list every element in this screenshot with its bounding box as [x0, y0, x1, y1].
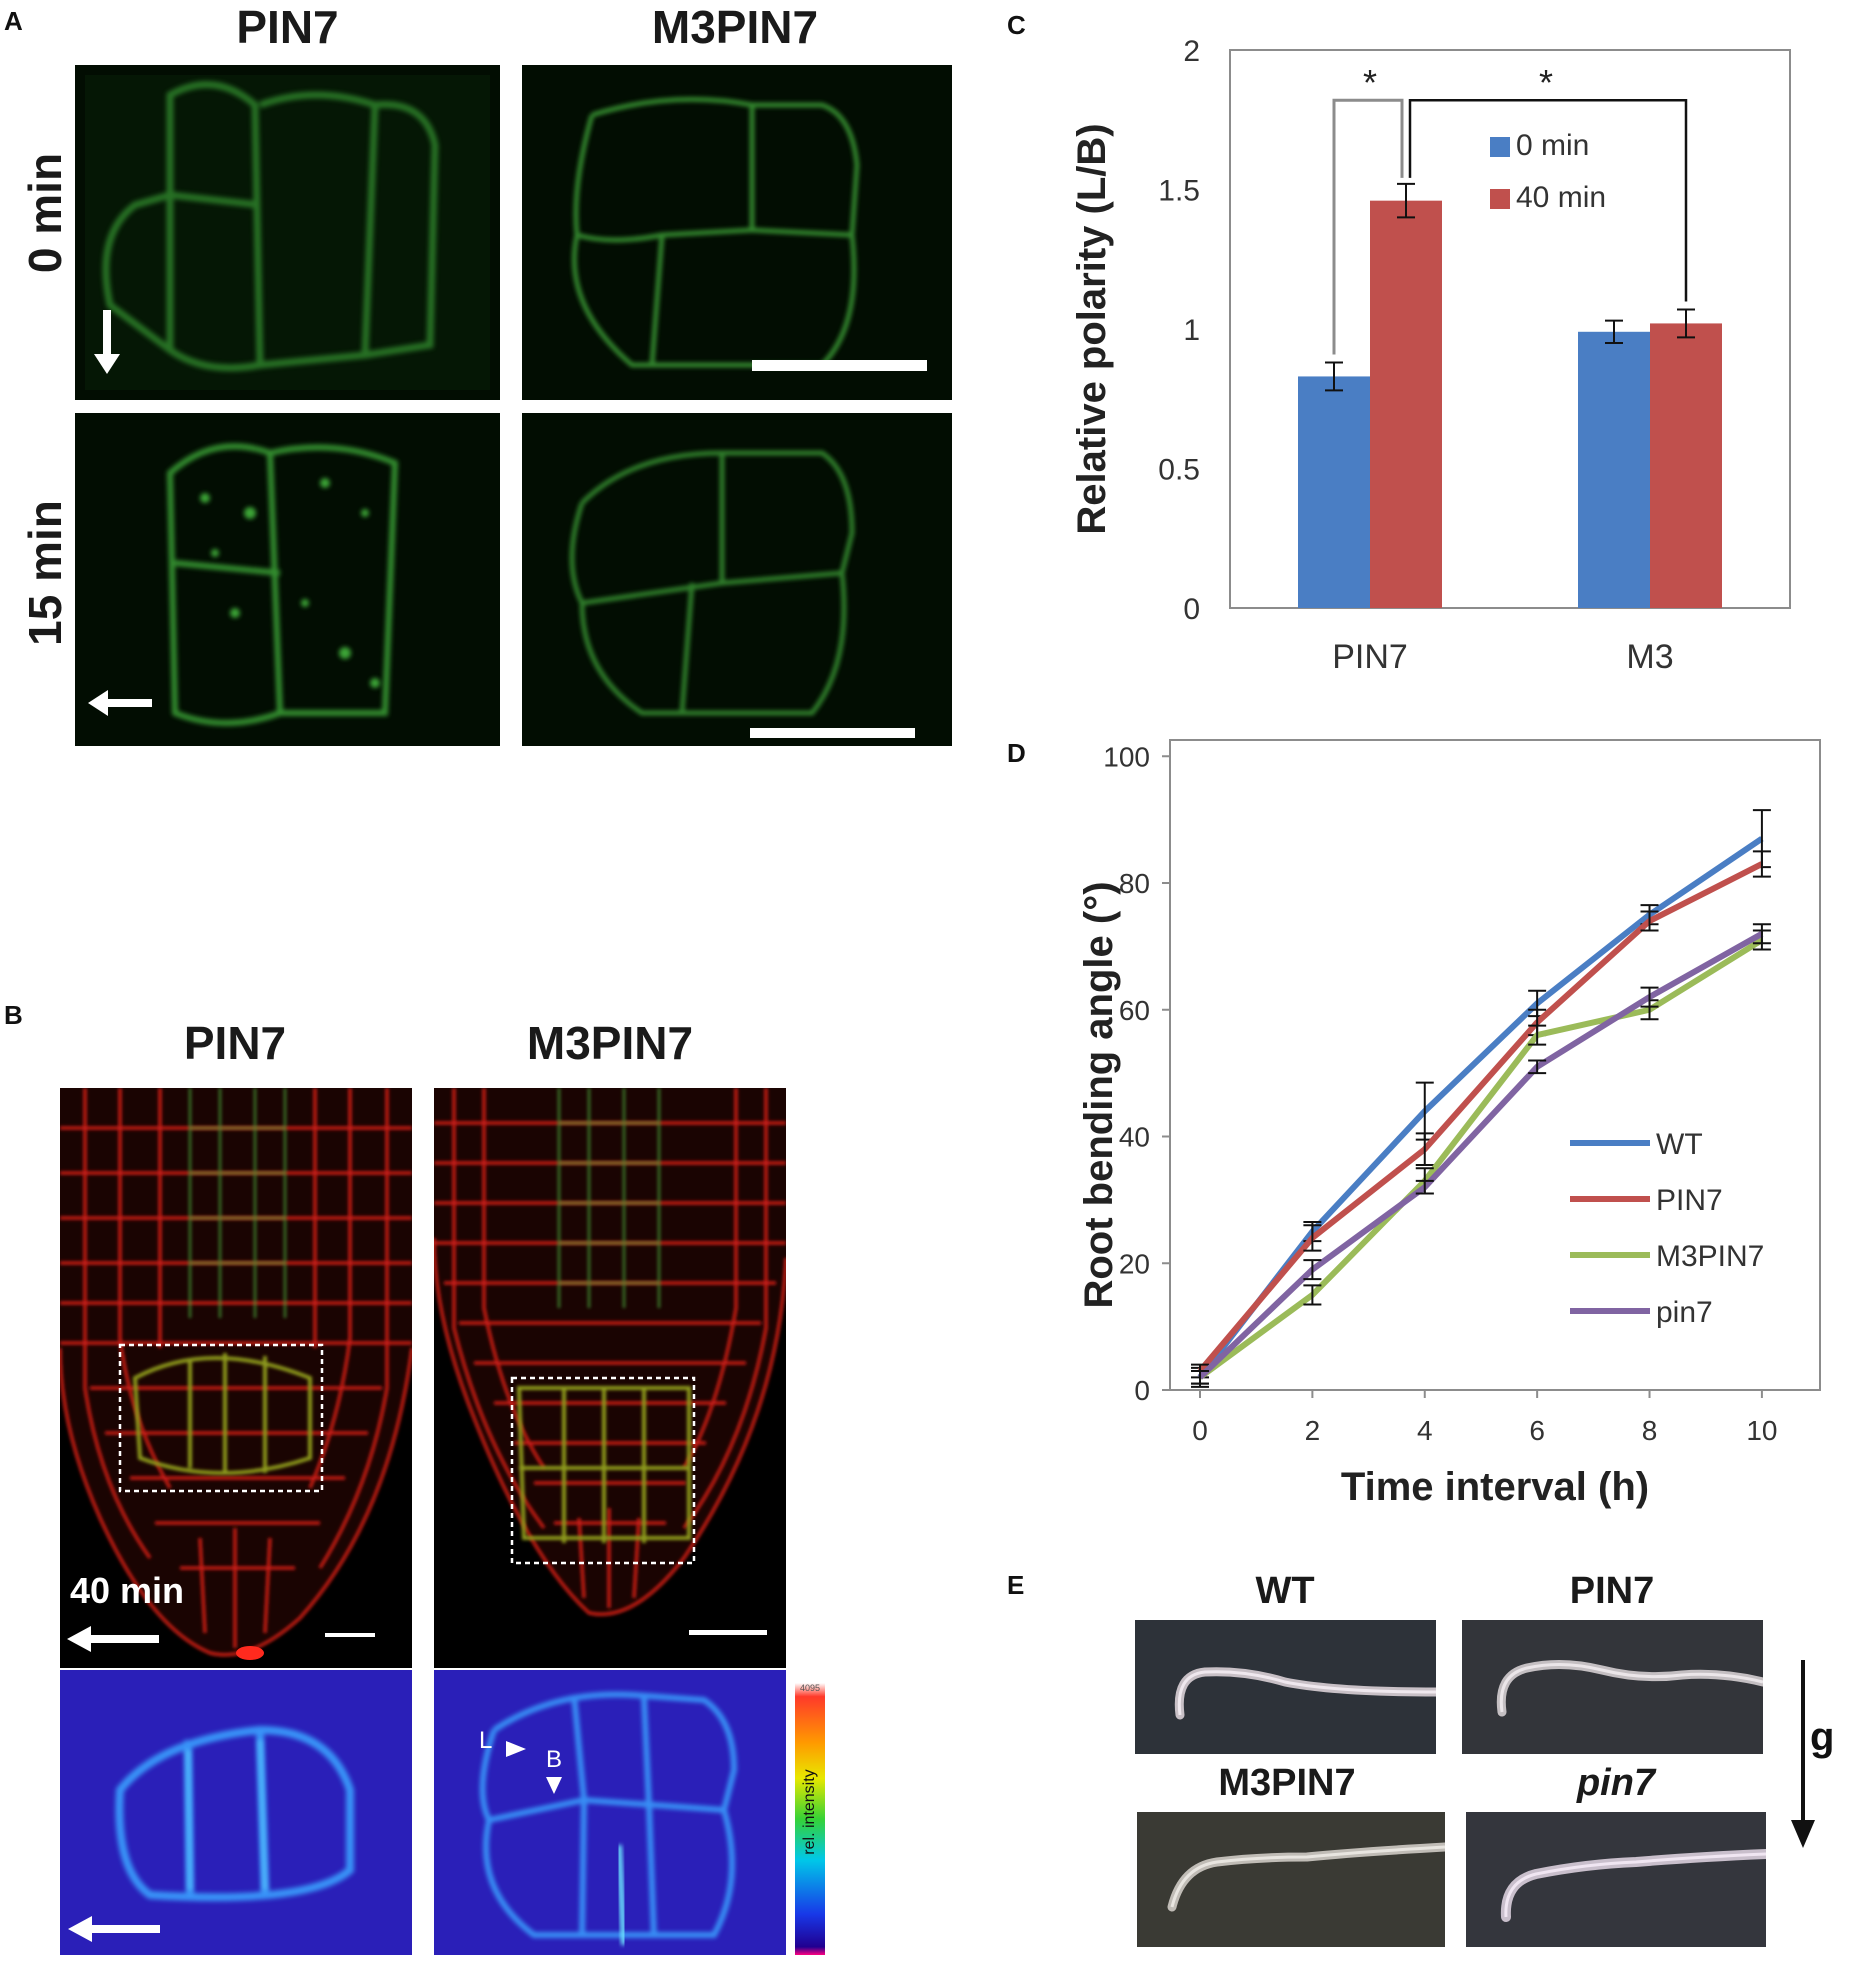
series-line — [1198, 937, 1764, 1380]
y-tick-label: 0.5 — [1158, 454, 1200, 487]
micrograph-m3pin7-0min — [522, 65, 952, 400]
y-tick-label: 2 — [1183, 35, 1200, 68]
x-tick-label: 2 — [1305, 1415, 1321, 1446]
gravity-arrow-down-icon — [92, 310, 122, 381]
colorbar-label: rel. intensity — [801, 1769, 818, 1855]
legend-label: 40 min — [1516, 181, 1606, 214]
series-line — [1197, 861, 1764, 1373]
gravity-arrow-left-icon — [86, 688, 154, 723]
root-photo-pin7 — [1462, 1620, 1763, 1754]
significance-bracket — [1408, 98, 1688, 302]
time-label-40min: 40 min — [70, 1570, 185, 1611]
bar — [1578, 331, 1650, 608]
root-photo-wt — [1135, 1620, 1436, 1754]
y-axis-title: Root bending angle (°) — [1077, 881, 1121, 1308]
scale-bar — [752, 360, 927, 371]
bar — [1370, 200, 1442, 608]
panel-a-col1-title: PIN7 — [236, 1, 339, 53]
x-tick-label: 8 — [1642, 1415, 1658, 1446]
y-tick-label: 1 — [1183, 314, 1200, 347]
y-tick-label: 0 — [1134, 1375, 1150, 1406]
heatmap-label-l: L — [479, 1727, 493, 1754]
x-tick-label: 0 — [1192, 1415, 1208, 1446]
y-tick-label: 20 — [1119, 1248, 1150, 1279]
plot-frame — [1229, 49, 1791, 609]
panel-e-label: E — [1007, 1570, 1025, 1600]
legend-swatch — [1490, 137, 1510, 157]
panel-b-col1-title: PIN7 — [183, 1017, 287, 1069]
micrograph-pin7-0min — [75, 65, 500, 400]
root-photo-pin7-mutant — [1466, 1812, 1766, 1947]
micrograph-pin7-15min — [75, 413, 500, 746]
legend-label: WT — [1656, 1128, 1703, 1161]
legend-swatch — [1490, 189, 1510, 209]
panel-a-col2-title: M3PIN7 — [651, 1, 819, 53]
chart-root-bending: 0 20 40 60 80 100 0 2 4 6 8 10 Time interval (h) Root… — [1077, 739, 1821, 1509]
heatmap-m3pin7: L B — [434, 1670, 786, 1955]
panel-e-title-m3pin7: M3PIN7 — [1218, 1762, 1356, 1804]
panel-c-label: C — [1007, 10, 1026, 40]
x-tick-label: 6 — [1529, 1415, 1545, 1446]
panel-a-row1-title: 0 min — [19, 152, 71, 274]
y-tick-label: 1.5 — [1158, 175, 1200, 208]
scale-bar — [750, 728, 915, 738]
series-line — [1197, 931, 1764, 1380]
y-tick-label: 0 — [1183, 593, 1200, 626]
root-photo-m3pin7 — [1137, 1812, 1445, 1947]
root-image-pin7: 40 min — [60, 1088, 412, 1668]
legend-label: 0 min — [1516, 129, 1589, 162]
significance-bracket — [1332, 98, 1404, 355]
y-tick-label: 60 — [1119, 995, 1150, 1026]
gravity-arrow-left-icon — [65, 1624, 161, 1654]
panel-a-row2-title: 15 min — [19, 500, 71, 646]
panel-b-label: B — [4, 1000, 23, 1030]
bar — [1298, 376, 1370, 608]
panel-d-label: D — [1007, 738, 1026, 768]
heatmap-label-b: B — [546, 1746, 563, 1773]
y-tick-label: 80 — [1119, 868, 1150, 899]
bar — [1650, 323, 1722, 608]
panel-a-label: A — [4, 6, 23, 36]
legend-label: M3PIN7 — [1656, 1240, 1764, 1273]
panel-b-col2-title: M3PIN7 — [526, 1017, 694, 1069]
root-image-m3pin7 — [434, 1088, 786, 1668]
x-tick-label: 10 — [1746, 1415, 1777, 1446]
panel-e-title-pin7-mutant: pin7 — [1576, 1762, 1656, 1804]
panel-e-title-pin7: PIN7 — [1569, 1570, 1655, 1612]
y-tick-label: 100 — [1103, 741, 1150, 772]
intensity-colorbar: 4095 rel. intensity — [795, 1683, 825, 1955]
x-tick-label: M3 — [1626, 638, 1673, 676]
panel-e-title-wt: WT — [1255, 1570, 1315, 1612]
x-tick-label: PIN7 — [1332, 638, 1408, 676]
y-tick-label: 40 — [1119, 1122, 1150, 1153]
chart-relative-polarity: 0 0.5 1 1.5 2 Relative polarity (L/B) PIN7 M3 * *… — [1070, 35, 1791, 676]
legend-label: pin7 — [1656, 1296, 1713, 1329]
micrograph-m3pin7-15min — [522, 413, 952, 746]
gravity-label: g — [1810, 1715, 1835, 1759]
gravity-arrow-left-icon — [66, 1914, 162, 1944]
colorbar-max-label: 4095 — [799, 1683, 821, 1693]
significance-star: * — [1539, 62, 1553, 103]
x-axis-title: Time interval (h) — [1341, 1465, 1649, 1509]
x-tick-label: 4 — [1417, 1415, 1433, 1446]
significance-star: * — [1363, 62, 1377, 103]
y-axis-title: Relative polarity (L/B) — [1070, 123, 1114, 534]
legend-label: PIN7 — [1656, 1184, 1723, 1217]
gravity-vector-arrow-icon — [1788, 1660, 1818, 1855]
plot-frame — [1169, 739, 1821, 1391]
heatmap-pin7 — [60, 1670, 412, 1955]
